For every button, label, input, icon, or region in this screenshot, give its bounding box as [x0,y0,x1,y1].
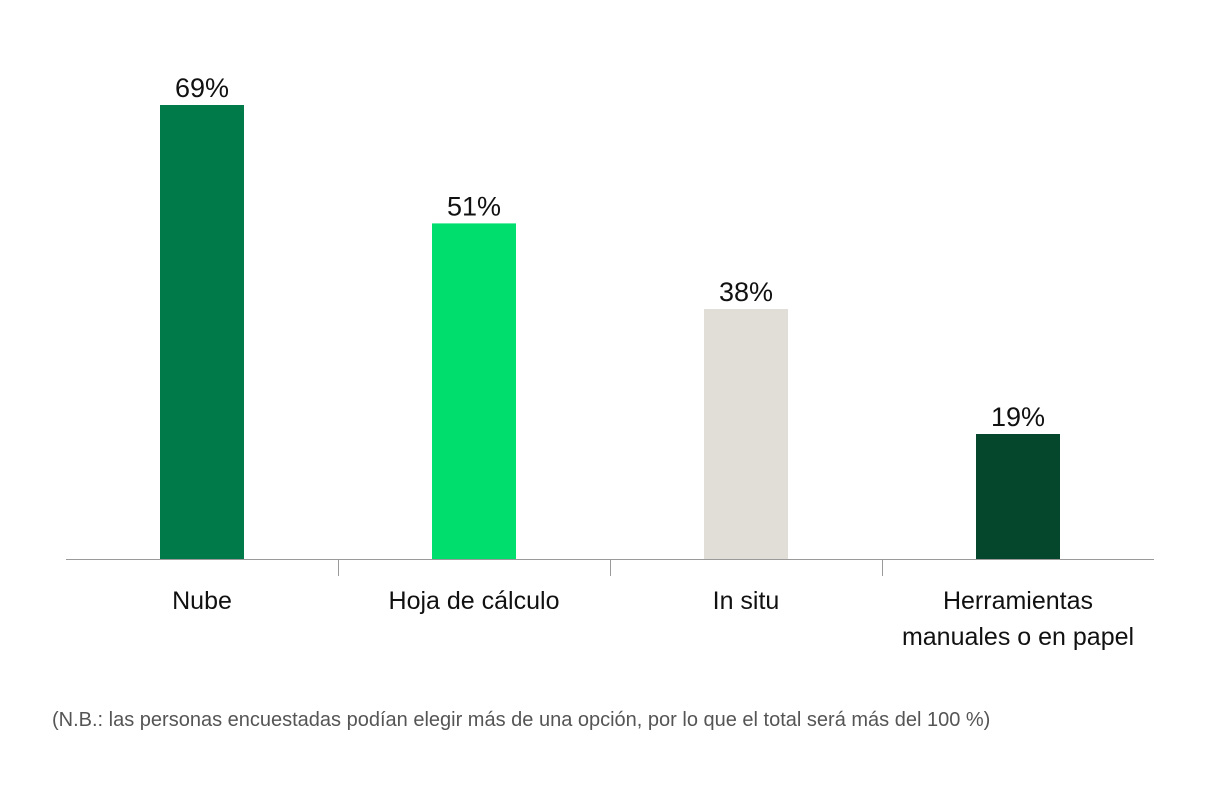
category-label-line: Hoja de cálculo [389,587,560,615]
footnote: (N.B.: las personas encuestadas podían e… [52,709,991,731]
bar-value-label: 69% [175,73,229,103]
category-label: In situ [713,587,780,615]
category-label: Herramientas manuales o en papel [902,587,1134,651]
bar [976,434,1060,559]
bars-group [160,105,1060,559]
category-label: Nube [172,587,232,615]
bar [704,309,788,559]
bar-value-label: 19% [991,402,1045,432]
category-label-line: Nube [172,587,232,615]
category-label-line: Herramientas [943,587,1093,615]
bar [432,223,516,559]
category-label-line: In situ [713,587,780,615]
value-labels-group: 69% 51% 38% 19% [175,73,1045,432]
category-label: Hoja de cálculo [389,587,560,615]
bar [160,105,244,559]
bar-value-label: 51% [447,191,501,221]
bar-value-label: 38% [719,277,773,307]
category-labels-group: Nube Hoja de cálculo In situ Herramientas ma… [172,587,1134,651]
category-label-line: manuales o en papel [902,623,1134,651]
x-axis [66,559,1154,576]
